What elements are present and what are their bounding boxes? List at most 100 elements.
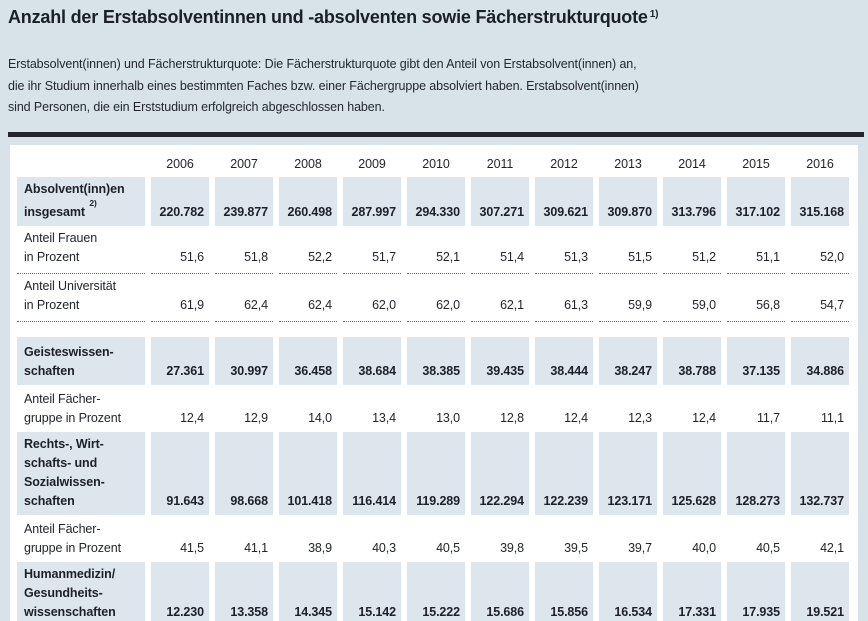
row-label-line: in Prozent (24, 249, 80, 264)
row-label: Anteil Universität in Prozent (17, 274, 145, 322)
value-cell: 317.102 (727, 176, 785, 226)
value-cell: 17.331 (663, 561, 721, 621)
value-cell: 39,5 (564, 540, 588, 555)
value-cell: 12,4 (564, 410, 588, 425)
value-cell: 98.668 (215, 431, 273, 515)
table-row (17, 322, 849, 337)
year-header: 2012 (550, 156, 578, 171)
row-label-line: Anteil Fächer- (24, 391, 101, 406)
value-cell: 12,3 (628, 410, 652, 425)
row-label: Geisteswissen-schaften (17, 336, 145, 385)
value-cell: 11,1 (820, 410, 844, 425)
value-cell: 62,4 (279, 274, 337, 322)
year-header: 2008 (294, 156, 322, 171)
row-label-line: schaften (24, 363, 75, 378)
value-cell: 54,7 (791, 274, 849, 322)
row-label-line: schaften (24, 493, 75, 508)
value-cell: 116.414 (343, 431, 401, 515)
row-label-line: Anteil Universität (24, 278, 116, 293)
row-label-line: gruppe in Prozent (24, 410, 121, 425)
value-cell: 39,7 (628, 540, 652, 555)
row-label-line: Anteil Fächer- (24, 521, 101, 536)
value-cell: 14,0 (308, 410, 332, 425)
value-cell: 40,3 (372, 540, 396, 555)
year-header-row: 2006 2007 2008 2009 2010 2011 2012 2013 2014 2015… (17, 151, 849, 177)
value-cell: 17.935 (727, 561, 785, 621)
table-row: Geisteswissen-schaften 27.361 30.997 36.458… (17, 336, 849, 385)
value-cell: 315.168 (791, 176, 849, 226)
year-header: 2009 (358, 156, 386, 171)
row-label-line: in Prozent (24, 297, 80, 312)
value-cell: 309.621 (535, 176, 593, 226)
row-label: Rechts-, Wirt-schafts- und Sozialwissen-s… (17, 431, 145, 515)
value-cell: 59,9 (599, 274, 657, 322)
value-cell: 51,1 (727, 226, 785, 274)
page-header: Anzahl der Erstabsolventinnen und -absol… (0, 0, 868, 119)
year-header: 2011 (486, 156, 514, 171)
section-gap (17, 322, 849, 337)
value-cell: 15.222 (407, 561, 465, 621)
value-cell: 41,1 (244, 540, 268, 555)
row-label-line: gruppe in Prozent (24, 540, 121, 555)
value-cell: 287.997 (343, 176, 401, 226)
value-cell: 51,8 (215, 226, 273, 274)
intro-line: die ihr Studium innerhalb eines bestimmt… (8, 78, 639, 93)
value-cell: 40,5 (436, 540, 460, 555)
row-label: Anteil Fächer-gruppe in Prozent (17, 385, 145, 432)
value-cell: 12,4 (180, 410, 204, 425)
value-cell: 36.458 (279, 336, 337, 385)
table-row: Anteil Fächer-gruppe in Prozent 12,4 12,9 1… (17, 385, 849, 432)
value-cell: 41,5 (180, 540, 204, 555)
value-cell: 123.171 (599, 431, 657, 515)
row-label-line: insgesamt 2) (24, 197, 97, 219)
value-cell: 37.135 (727, 336, 785, 385)
value-cell: 260.498 (279, 176, 337, 226)
value-cell: 62,0 (407, 274, 465, 322)
value-cell: 13.358 (215, 561, 273, 621)
value-cell: 62,4 (215, 274, 273, 322)
value-cell: 15.142 (343, 561, 401, 621)
value-cell: 13,4 (372, 410, 396, 425)
value-cell: 56,8 (727, 274, 785, 322)
value-cell: 12,8 (500, 410, 524, 425)
table-row: Humanmedizin/Gesundheits-wissenschaften 1… (17, 561, 849, 621)
value-cell: 42,1 (820, 540, 844, 555)
data-table: 2006 2007 2008 2009 2010 2011 2012 2013 2014 2015… (11, 151, 855, 621)
row-label: Absolvent(inn)en insgesamt 2) (17, 176, 145, 226)
row-label-line: wissenschaften (24, 604, 116, 619)
value-cell: 40,0 (692, 540, 716, 555)
value-cell: 12,9 (244, 410, 268, 425)
year-header: 2014 (678, 156, 706, 171)
table-row: Anteil Fächer-gruppe in Prozent 41,5 41,1 3… (17, 515, 849, 562)
value-cell: 52,2 (279, 226, 337, 274)
row-label-line: schafts- und (24, 455, 98, 470)
value-cell: 220.782 (151, 176, 209, 226)
table-row: Anteil Universität in Prozent 61,9 62,4 62,4… (17, 274, 849, 322)
table-panel: 2006 2007 2008 2009 2010 2011 2012 2013 2014 2015… (10, 144, 858, 621)
value-cell: 122.239 (535, 431, 593, 515)
value-cell: 40,5 (756, 540, 780, 555)
row-label: Anteil Fächer-gruppe in Prozent (17, 515, 145, 562)
value-cell: 11,7 (756, 410, 780, 425)
value-cell: 119.289 (407, 431, 465, 515)
value-cell: 39,8 (500, 540, 524, 555)
value-cell: 61,9 (151, 274, 209, 322)
title-footnote-marker: 1) (649, 9, 659, 20)
value-cell: 294.330 (407, 176, 465, 226)
value-cell: 15.686 (471, 561, 529, 621)
year-header: 2006 (166, 156, 194, 171)
value-cell: 12.230 (151, 561, 209, 621)
value-cell: 19.521 (791, 561, 849, 621)
row-label-line: Anteil Frauen (24, 230, 98, 245)
row-footnote-marker: 2) (89, 197, 97, 208)
value-cell: 30.997 (215, 336, 273, 385)
value-cell: 38.444 (535, 336, 593, 385)
value-cell: 62,1 (471, 274, 529, 322)
year-header: 2007 (230, 156, 258, 171)
value-cell: 101.418 (279, 431, 337, 515)
row-label-line: Absolvent(inn)en (24, 181, 125, 196)
value-cell: 51,7 (343, 226, 401, 274)
row-label-line: Sozialwissen- (24, 474, 105, 489)
value-cell: 39.435 (471, 336, 529, 385)
value-cell: 51,4 (471, 226, 529, 274)
